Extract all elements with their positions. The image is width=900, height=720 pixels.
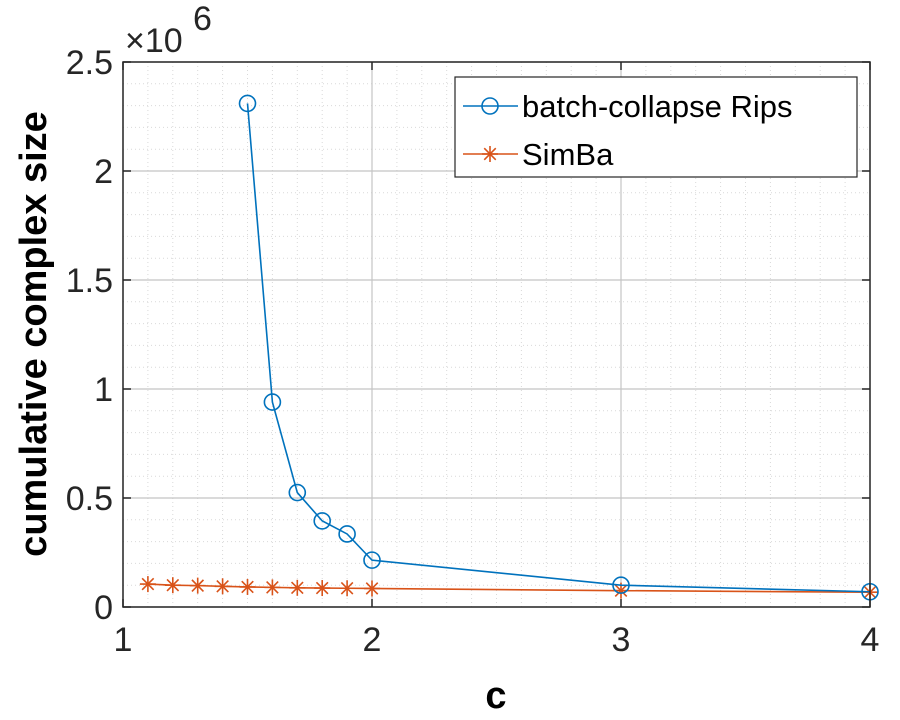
y-tick-labels: 0 0.5 1 1.5 2 2.5 (66, 44, 113, 627)
y-tick-label: 0.5 (66, 480, 113, 518)
data-point (612, 576, 630, 595)
legend-entry: SimBa (463, 137, 614, 172)
legend-entry: batch-collapse Rips (463, 89, 793, 124)
data-point (263, 393, 282, 411)
data-point (239, 578, 256, 595)
data-point (189, 577, 206, 594)
legend-marker (481, 97, 499, 115)
series-0 (238, 94, 879, 601)
series-1 (139, 576, 878, 601)
data-point (139, 576, 156, 593)
legend-entries: batch-collapse Rips SimBa (463, 89, 793, 172)
legend-label: batch-collapse Rips (522, 89, 793, 124)
series-layer (139, 94, 879, 601)
x-axis-label: c (485, 675, 506, 717)
y-tick-label: 2 (94, 153, 113, 191)
legend-box (454, 76, 858, 178)
series-line (246, 103, 871, 593)
data-point (238, 94, 257, 113)
x-tick-labels: 1 2 3 4 (114, 621, 880, 659)
y-tick-label: 2.5 (66, 44, 113, 82)
axis-ticks (122, 61, 871, 608)
y-tick-label: 0 (94, 589, 113, 627)
data-point (264, 579, 281, 596)
x-tick-label: 2 (363, 621, 382, 659)
legend-label: SimBa (522, 137, 614, 172)
data-point (364, 580, 380, 597)
data-point (314, 580, 331, 597)
x-tick-label: 3 (612, 621, 631, 659)
x-tick-label: 4 (861, 621, 880, 659)
data-point (288, 483, 307, 502)
y-axis-label: cumulative complex size (13, 111, 55, 557)
legend-marker (482, 146, 498, 162)
data-point (338, 525, 356, 543)
y-multiplier-exponent: 6 (193, 0, 212, 38)
data-point (214, 578, 231, 595)
data-point (313, 512, 332, 530)
y-tick-label: 1 (94, 371, 113, 409)
data-point (339, 580, 356, 597)
plot-frame (122, 61, 871, 608)
legend: batch-collapse Rips SimBa (454, 76, 858, 178)
data-point (363, 551, 381, 569)
x-tick-label: 1 (114, 621, 133, 659)
y-tick-label: 1.5 (66, 262, 113, 300)
data-point (289, 579, 306, 596)
y-multiplier-base: ×10 (125, 22, 183, 60)
data-point (164, 577, 181, 594)
